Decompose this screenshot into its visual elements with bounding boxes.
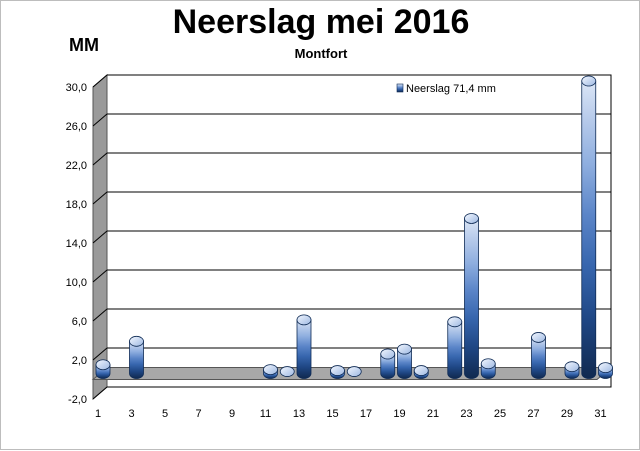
bar (480, 358, 496, 379)
x-tick-label: 3 (128, 408, 134, 420)
x-tick-label: 21 (427, 408, 439, 420)
legend: Neerslag 71,4 mm (396, 83, 496, 95)
bar (95, 359, 111, 379)
bar (464, 213, 479, 379)
gridline-depth (92, 269, 108, 283)
gridline-depth (92, 347, 108, 361)
bar-top (464, 213, 479, 224)
bar (346, 366, 362, 377)
bar-top (296, 314, 312, 326)
y-tick-label: 30,0 (66, 82, 87, 94)
gridline-depth (92, 191, 108, 205)
x-tick-label: 17 (360, 408, 372, 420)
bar (397, 343, 412, 379)
bar-top (564, 361, 580, 373)
chart-subtitle: Montfort (294, 46, 348, 61)
x-tick-label: 9 (229, 408, 235, 420)
x-tick-label: 15 (326, 408, 338, 420)
x-tick-label: 25 (494, 408, 506, 420)
bar (296, 314, 312, 379)
gridlines (92, 74, 611, 400)
chart-title: Neerslag mei 2016 (172, 3, 470, 41)
y-tick-label: -2,0 (68, 394, 87, 406)
gridline-depth (92, 230, 108, 244)
bar-top (330, 365, 345, 376)
x-tick-label: 1 (95, 408, 101, 420)
bar (279, 366, 295, 377)
bar-top (480, 358, 496, 370)
bar-body (464, 218, 479, 379)
x-tick-label: 27 (527, 408, 539, 420)
x-tick-label: 23 (460, 408, 472, 420)
y-tick-label: 26,0 (66, 121, 87, 133)
bar (263, 364, 278, 379)
y-tick-label: 14,0 (66, 238, 87, 250)
gridline-depth (92, 74, 108, 88)
bar-top (413, 365, 429, 376)
y-axis-unit-label: MM (69, 35, 99, 55)
bar (129, 335, 144, 379)
bar-top (346, 366, 362, 377)
y-tick-label: 10,0 (66, 277, 87, 289)
bar (380, 348, 396, 379)
bar-body (129, 340, 144, 379)
y-tick-labels: -2,0 2,0 6,0 10,0 14,0 18,0 22,0 26,0 30,0 (66, 82, 87, 406)
bars (95, 75, 613, 379)
bar-body (531, 337, 546, 379)
bar (598, 362, 613, 379)
gridline-depth (92, 152, 108, 166)
bar-top (598, 362, 613, 374)
bar-body (380, 353, 396, 379)
y-tick-label: 18,0 (66, 199, 87, 211)
bar-top (263, 364, 278, 376)
bar-body (447, 321, 463, 379)
bar (581, 75, 597, 379)
gridline-depth (92, 113, 108, 127)
bar (531, 332, 546, 379)
bar (447, 316, 463, 379)
bar (330, 365, 345, 379)
x-tick-label: 7 (195, 408, 201, 420)
bar-top (531, 332, 546, 343)
x-tick-label: 5 (162, 408, 168, 420)
gridline-depth (92, 308, 108, 322)
bar-top (129, 335, 144, 347)
y-tick-label: 2,0 (72, 355, 87, 367)
bar-top (380, 348, 396, 360)
bar-top (447, 316, 463, 328)
y-tick-label: 6,0 (72, 316, 87, 328)
x-tick-label: 19 (393, 408, 405, 420)
legend-swatch (396, 83, 404, 93)
bar-top (279, 366, 295, 377)
x-tick-label: 11 (260, 408, 271, 420)
x-tick-label: 29 (561, 408, 573, 420)
bar (564, 361, 580, 379)
bar-top (397, 343, 412, 355)
bar-body (581, 80, 597, 379)
x-tick-label: 31 (594, 408, 606, 420)
y-tick-label: 22,0 (66, 160, 87, 172)
legend-label: Neerslag 71,4 mm (406, 83, 496, 95)
bar (413, 365, 429, 379)
gridline-depth (92, 386, 108, 400)
bar-top (581, 75, 597, 87)
x-tick-label: 13 (293, 408, 305, 420)
bar-body (296, 319, 312, 379)
bar-body (397, 348, 412, 379)
bar-top (95, 359, 111, 371)
x-tick-labels: 1 3 5 7 9 11 13 15 17 19 21 23 25 27 29 31 (95, 408, 607, 420)
